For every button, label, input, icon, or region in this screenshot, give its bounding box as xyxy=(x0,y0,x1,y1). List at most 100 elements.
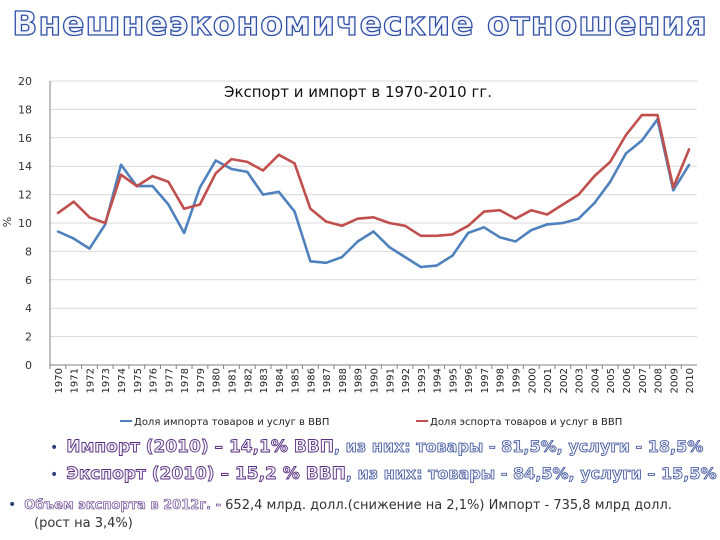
x-tick-label: 1985 xyxy=(291,368,302,393)
x-tick-label: 2001 xyxy=(543,368,554,393)
export-point xyxy=(435,234,438,237)
bullet-dot: • xyxy=(50,467,59,483)
x-tick-label: 2002 xyxy=(559,368,570,393)
x-tick-label: 2005 xyxy=(606,368,617,393)
import-point xyxy=(498,236,501,239)
y-tick-label: 12 xyxy=(18,189,32,202)
export-point xyxy=(309,207,312,210)
export-tail: , из них: товары - 84,5%, услуги – 15,5% xyxy=(345,464,717,484)
x-tick-label: 1978 xyxy=(180,368,191,393)
export-point xyxy=(498,209,501,212)
x-tick-label: 1996 xyxy=(464,368,475,393)
import-point xyxy=(119,163,123,166)
export-point xyxy=(561,203,565,206)
export-point xyxy=(514,217,517,220)
x-tick-label: 2007 xyxy=(638,368,649,393)
import-point xyxy=(340,255,344,259)
import-point xyxy=(324,261,328,264)
export-point xyxy=(198,203,202,206)
import-point xyxy=(309,260,312,263)
x-tick-label: 2009 xyxy=(669,368,680,393)
export-point xyxy=(624,133,628,137)
export-point xyxy=(356,217,359,220)
import-point xyxy=(403,255,407,259)
x-tick-label: 1980 xyxy=(212,368,223,393)
export-lead: Экспорт (2010) – 15,2 % ВВП xyxy=(66,464,347,485)
x-tick-label: 1988 xyxy=(338,368,349,393)
export-point xyxy=(545,213,549,216)
x-tick-label: 2004 xyxy=(590,368,601,393)
export-point xyxy=(104,221,107,225)
y-tick-label: 10 xyxy=(18,217,32,230)
x-tick-label: 2008 xyxy=(654,368,665,393)
import-point xyxy=(561,221,565,225)
x-tick-label: 1983 xyxy=(259,368,270,393)
import-point xyxy=(372,230,375,233)
import-point xyxy=(435,264,438,267)
export-point xyxy=(167,180,170,184)
export-point xyxy=(72,200,75,203)
volume-tail: 652,4 млрд. долл.(снижение на 2,1%) Импо… xyxy=(221,498,672,513)
export-point xyxy=(656,113,659,117)
import-point xyxy=(609,180,612,184)
import-point xyxy=(466,231,470,235)
import-point xyxy=(672,189,675,192)
y-tick-label: 2 xyxy=(25,331,32,344)
chart-series xyxy=(56,113,691,269)
x-tick-label: 1989 xyxy=(354,368,365,393)
y-tick-label: 0 xyxy=(25,359,32,372)
x-tick-label: 1997 xyxy=(480,368,491,393)
import-point xyxy=(388,245,391,249)
y-tick-label: 14 xyxy=(18,160,32,173)
x-tick-label: 1971 xyxy=(70,368,81,393)
x-tick-label: 1974 xyxy=(117,368,128,393)
import-point xyxy=(214,159,217,162)
x-tick-label: 1998 xyxy=(496,368,507,393)
x-tick-label: 1999 xyxy=(512,368,523,393)
import-point xyxy=(530,228,533,232)
y-tick-labels: 0 2 4 6 8 10 12 14 16 18 20 xyxy=(18,75,32,372)
export-point xyxy=(214,172,217,175)
import-point xyxy=(514,240,517,243)
export-point xyxy=(261,169,265,172)
x-tick-label: 2000 xyxy=(527,368,538,393)
export-point xyxy=(451,233,454,236)
export-point xyxy=(182,207,186,210)
slide-title: Внешнеэкономические отношения xyxy=(12,3,708,43)
export-point xyxy=(530,209,533,212)
export-point xyxy=(88,216,91,219)
export-point xyxy=(293,162,296,165)
import-point xyxy=(151,184,154,188)
x-tick-label: 1992 xyxy=(401,368,412,393)
import-point xyxy=(624,152,628,155)
import-point xyxy=(419,265,423,269)
export-point xyxy=(230,157,233,161)
x-tick-label: 1994 xyxy=(433,368,444,393)
y-tick-label: 6 xyxy=(25,274,32,287)
bullet-dot: • xyxy=(8,497,17,513)
chart-title: Экспорт и импорт в 1970-2010 гг. xyxy=(224,83,492,101)
x-tick-label: 1975 xyxy=(133,368,144,393)
import-point xyxy=(88,247,91,250)
export-point xyxy=(577,193,580,196)
volume-bullet: • Объем экспорта в 2012г. - 652,4 млрд. д… xyxy=(8,494,672,513)
import-point xyxy=(246,170,249,174)
export-point xyxy=(324,220,328,223)
export-point xyxy=(640,113,643,117)
import-point xyxy=(482,226,486,229)
x-tick-label: 2010 xyxy=(685,368,696,393)
import-point xyxy=(356,240,359,243)
export-point xyxy=(403,224,407,228)
import-series-line xyxy=(57,117,691,269)
y-axis-label: % xyxy=(1,217,14,227)
x-tick-label: 1981 xyxy=(227,368,238,393)
export-point xyxy=(340,224,344,228)
x-tick-label: 1995 xyxy=(448,368,459,393)
export-point xyxy=(135,184,138,188)
import-point xyxy=(545,223,549,226)
export-point xyxy=(246,160,249,164)
y-tick-label: 20 xyxy=(18,75,32,88)
import-point xyxy=(261,193,265,196)
x-tick-label: 1982 xyxy=(243,368,254,393)
